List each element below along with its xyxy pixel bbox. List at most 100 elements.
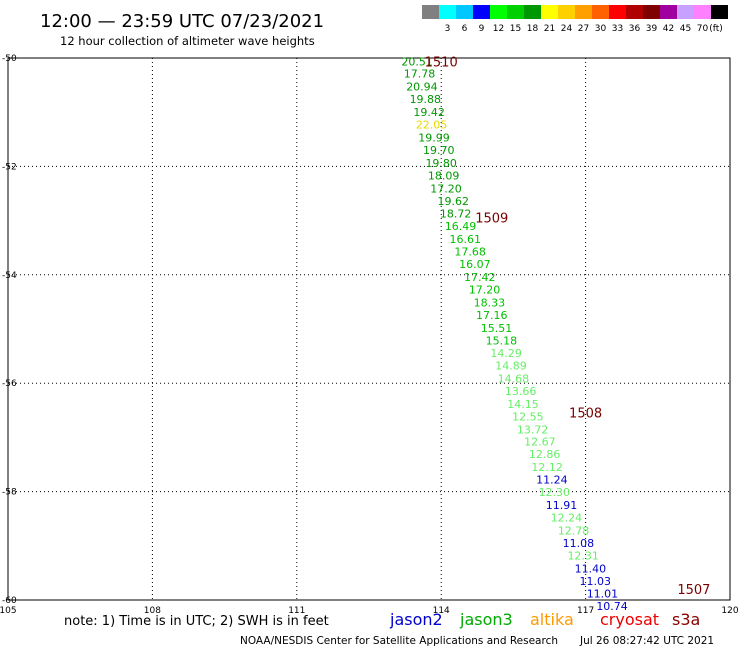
swh-point: 12.67 [524,436,556,449]
swh-point: 11.01 [587,587,619,600]
time-label: 1508 [569,406,602,421]
colorbar-tick-label: 24 [561,24,573,34]
swh-point: 22.05 [416,119,448,132]
axis-tick-labels: 105 108 111 114 117 120 -50 -52 -54 -56 -58 -60 [0,54,739,616]
y-tick-label: -54 [2,271,17,281]
footer-timestamp: Jul 26 08:27:42 UTC 2021 [579,635,714,647]
colorbar-swatch [643,5,660,19]
swh-point: 19.70 [423,144,455,157]
swh-point: 20.94 [406,81,438,94]
chart-title: 12:00 — 23:59 UTC 07/23/2021 [40,11,324,32]
x-tick-label: 120 [721,606,738,616]
swh-point: 11.40 [575,563,607,576]
swh-point: 12.86 [529,448,561,461]
swh-point: 14.29 [490,347,522,360]
swh-point: 14.15 [507,398,539,411]
swh-point: 19.88 [410,93,442,106]
plot-grid [7,57,731,601]
swh-point: 11.91 [546,499,578,512]
y-tick-label: -52 [2,162,17,172]
colorbar-swatch [711,5,728,19]
swh-point: 11.03 [579,575,611,588]
swh-point: 14.89 [495,359,527,372]
swh-point: 15.18 [486,334,518,347]
color-scale-legend: 3 6 9 12 15 18 21 24 27 30 33 36 39 42 45 70 (ft) [422,5,728,34]
swh-point: 13.72 [517,423,549,436]
colorbar-tick-label: 70 [697,24,709,34]
colorbar-tick-label: 18 [527,24,539,34]
swh-point: 12.12 [531,461,563,474]
colorbar-tick-label: 39 [646,24,658,34]
satellite-legend-item: altika [530,610,574,629]
x-tick-label: 114 [433,606,450,616]
colorbar-tick-label: 12 [493,24,504,34]
y-tick-label: -50 [2,54,17,64]
x-tick-label: 108 [144,606,161,616]
swh-value-labels: 20.5117.7820.9419.8819.4222.0519.9919.70… [401,55,627,613]
swh-point: 19.62 [437,195,469,208]
swh-point: 11.24 [536,474,568,487]
colorbar-swatch [558,5,575,19]
colorbar-swatch [677,5,694,19]
colorbar-swatch [524,5,541,19]
swh-point: 12.31 [567,550,599,563]
chart-subtitle: 12 hour collection of altimeter wave hei… [60,34,315,48]
time-label: 1509 [475,211,508,226]
colorbar-swatch [609,5,626,19]
swh-point: 17.42 [464,271,496,284]
swh-point: 19.99 [418,132,450,145]
swh-point: 14.68 [498,372,530,385]
y-tick-label: -60 [2,596,17,606]
swh-point: 17.78 [404,68,436,81]
swh-point: 17.20 [430,183,462,196]
satellite-legend-item: jason3 [459,610,513,629]
time-labels: 1510 1509 1508 1507 [425,55,711,598]
y-tick-label: -58 [2,488,17,498]
x-tick-label: 111 [288,606,305,616]
colorbar-tick-label: 9 [479,24,485,34]
swh-point: 12.55 [512,410,544,423]
colorbar-swatch [507,5,524,19]
swh-point: 18.09 [428,170,460,183]
colorbar-tick-label: 42 [663,24,674,34]
swh-point: 15.51 [481,322,513,335]
colorbar-tick-label: 30 [595,24,607,34]
swh-point: 12.78 [558,525,590,538]
plot-frame [7,57,731,601]
time-label: 1510 [425,55,458,70]
footer-credit: NOAA/NESDIS Center for Satellite Applica… [240,635,558,647]
colorbar-tick-label: 21 [544,24,555,34]
swh-point: 16.49 [445,220,477,233]
colorbar-tick-label: 45 [680,24,691,34]
colorbar-tick-label: 6 [462,24,468,34]
swh-point: 18.33 [474,296,506,309]
swh-point: 16.61 [450,233,482,246]
colorbar-swatch [694,5,711,19]
colorbar-tick-label: 3 [445,24,451,34]
colorbar-swatch [490,5,507,19]
footer-note: note: 1) Time is in UTC; 2) SWH is in fe… [64,614,329,629]
colorbar-unit-label: (ft) [709,24,723,34]
swh-point: 17.20 [469,283,501,296]
time-label: 1507 [677,583,710,598]
colorbar-tick-label: 27 [578,24,589,34]
colorbar-swatch [422,5,439,19]
satellite-legend-item: cryosat [600,610,659,629]
y-tick-label: -56 [2,379,17,389]
colorbar-swatch [541,5,558,19]
swh-point: 11.08 [563,537,595,550]
swh-point: 18.72 [440,208,472,221]
colorbar-swatch [575,5,592,19]
colorbar-tick-label: 36 [629,24,641,34]
colorbar-swatch [473,5,490,19]
colorbar-swatch [456,5,473,19]
swh-point: 17.68 [454,245,486,258]
swh-point: 19.80 [425,157,457,170]
colorbar-swatch [439,5,456,19]
swh-point: 16.07 [459,258,491,271]
x-tick-label: 105 [0,606,17,616]
colorbar-swatch [592,5,609,19]
colorbar-swatch [626,5,643,19]
satellite-legend: jason2 jason3 altika cryosat s3a [389,610,700,629]
